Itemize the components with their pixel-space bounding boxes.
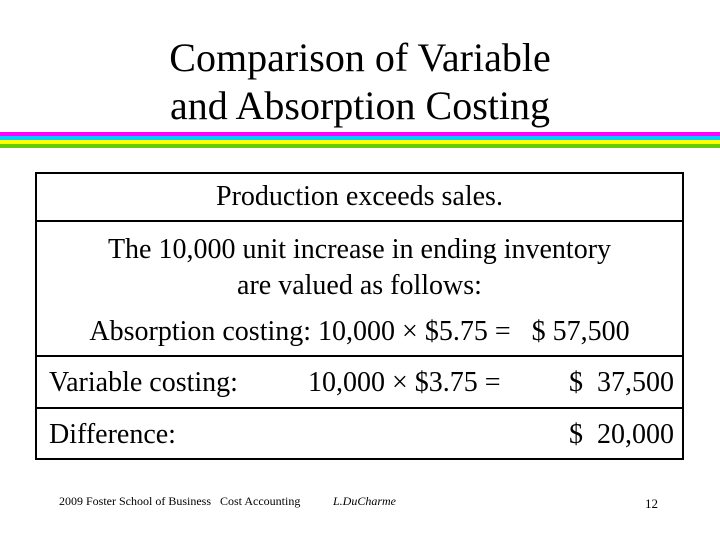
table-header-row: Production exceeds sales. (37, 174, 682, 222)
difference-row: Difference: $ 20,000 (37, 409, 682, 460)
variable-costing-label: Variable costing: (49, 367, 238, 398)
title-rule-cyan (0, 136, 720, 140)
variable-costing-calc: 10,000 × $3.75 = (308, 367, 501, 398)
intro-line-2: are valued as follows: (237, 270, 482, 301)
title-rule-magenta (0, 132, 720, 136)
variable-costing-row: Variable costing: 10,000 × $3.75 = $ 37,… (37, 357, 682, 409)
table-header-text: Production exceeds sales. (216, 181, 503, 212)
difference-label: Difference: (49, 419, 176, 450)
slide-title: Comparison of Variable and Absorption Co… (0, 34, 720, 130)
difference-value: $ 20,000 (569, 419, 674, 450)
slide-title-line-1: Comparison of Variable (169, 35, 551, 80)
costing-table: Production exceeds sales. The 10,000 uni… (35, 172, 684, 460)
intro-line-1: The 10,000 unit increase in ending inven… (107, 234, 612, 265)
title-rule-green (0, 144, 720, 148)
page-number: 12 (645, 496, 658, 511)
slide-title-line-2: and Absorption Costing (169, 83, 551, 128)
footer-source: 2009 Foster School of Business Cost Acco… (59, 494, 301, 508)
variable-costing-value: $ 37,500 (569, 367, 674, 398)
intro-row: The 10,000 unit increase in ending inven… (37, 222, 682, 357)
absorption-costing-line: Absorption costing: 10,000 × $5.75 = $ 5… (89, 316, 630, 347)
footer-author: L.DuCharme (333, 494, 397, 508)
title-rule-yellow (0, 140, 720, 144)
